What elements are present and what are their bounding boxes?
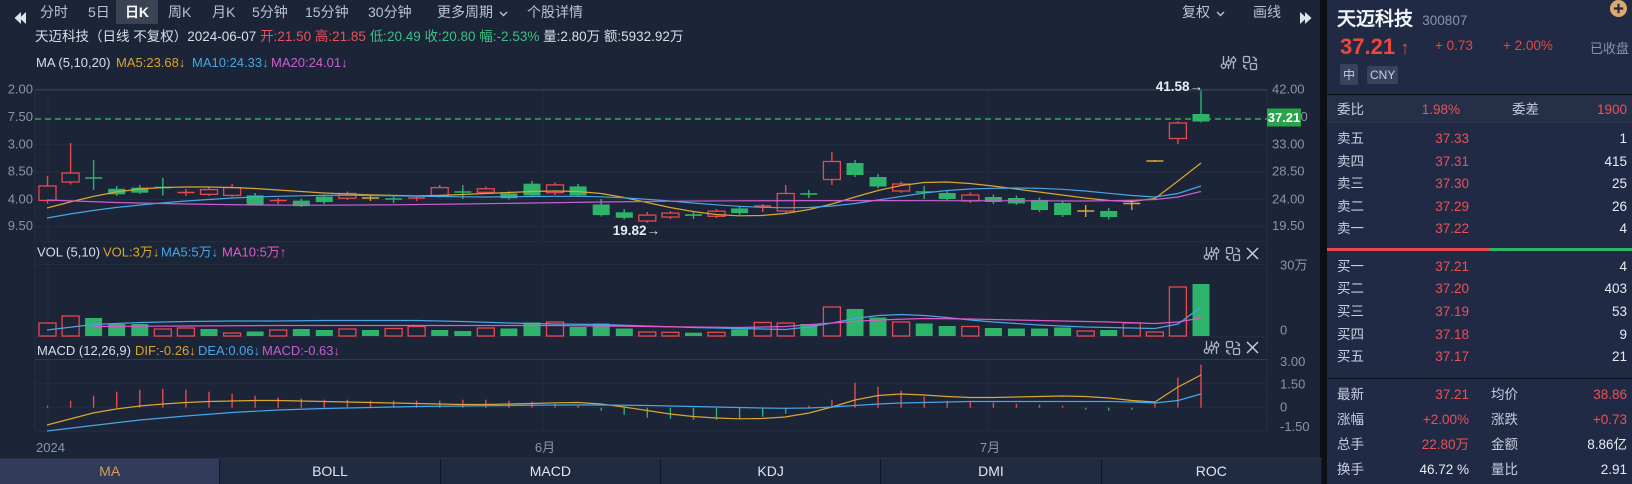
svg-text:37.21: 37.21 — [1268, 110, 1301, 125]
svg-text:DIF:-0.26↓: DIF:-0.26↓ — [135, 343, 196, 358]
svg-text:41.58→: 41.58→ — [1156, 79, 1203, 94]
svg-text:24.00: 24.00 — [1272, 192, 1305, 207]
svg-text:7月: 7月 — [980, 440, 1000, 455]
svg-text:0: 0 — [1280, 323, 1287, 338]
svg-text:9.50: 9.50 — [8, 218, 33, 233]
svg-text:1.50: 1.50 — [1280, 377, 1305, 392]
svg-text:3.00: 3.00 — [1280, 354, 1305, 369]
svg-text:2024: 2024 — [36, 440, 65, 455]
svg-text:VOL:3万↓: VOL:3万↓ — [103, 245, 159, 260]
svg-text:MA (5,10,20): MA (5,10,20) — [36, 55, 110, 70]
svg-text:30万: 30万 — [1280, 258, 1307, 273]
svg-text:MA20:24.01↓: MA20:24.01↓ — [271, 55, 348, 70]
svg-text:0: 0 — [1301, 109, 1308, 124]
svg-text:19.82→: 19.82→ — [613, 223, 660, 238]
svg-text:4.00: 4.00 — [8, 192, 33, 207]
svg-text:28.50: 28.50 — [1272, 164, 1305, 179]
svg-text:33.00: 33.00 — [1272, 137, 1305, 152]
svg-text:3.00: 3.00 — [8, 137, 33, 152]
svg-text:MACD (12,26,9): MACD (12,26,9) — [37, 343, 131, 358]
svg-text:0: 0 — [1280, 400, 1287, 415]
svg-text:VOL (5,10): VOL (5,10) — [37, 245, 100, 260]
svg-text:MA5:23.68↓: MA5:23.68↓ — [116, 55, 185, 70]
svg-text:MA10:24.33↓: MA10:24.33↓ — [192, 55, 269, 70]
svg-text:7.50: 7.50 — [8, 109, 33, 124]
svg-text:MA10:5万↑: MA10:5万↑ — [222, 245, 286, 260]
svg-text:-1.50: -1.50 — [1280, 419, 1310, 434]
svg-text:MA5:5万↓: MA5:5万↓ — [161, 245, 218, 260]
svg-text:8.50: 8.50 — [8, 164, 33, 179]
svg-text:DEA:0.06↓: DEA:0.06↓ — [198, 343, 260, 358]
svg-text:2.00: 2.00 — [8, 81, 33, 96]
svg-text:6月: 6月 — [535, 440, 555, 455]
svg-text:MACD:-0.63↓: MACD:-0.63↓ — [262, 343, 340, 358]
svg-text:19.50: 19.50 — [1272, 218, 1305, 233]
svg-text:42.00: 42.00 — [1272, 81, 1305, 96]
